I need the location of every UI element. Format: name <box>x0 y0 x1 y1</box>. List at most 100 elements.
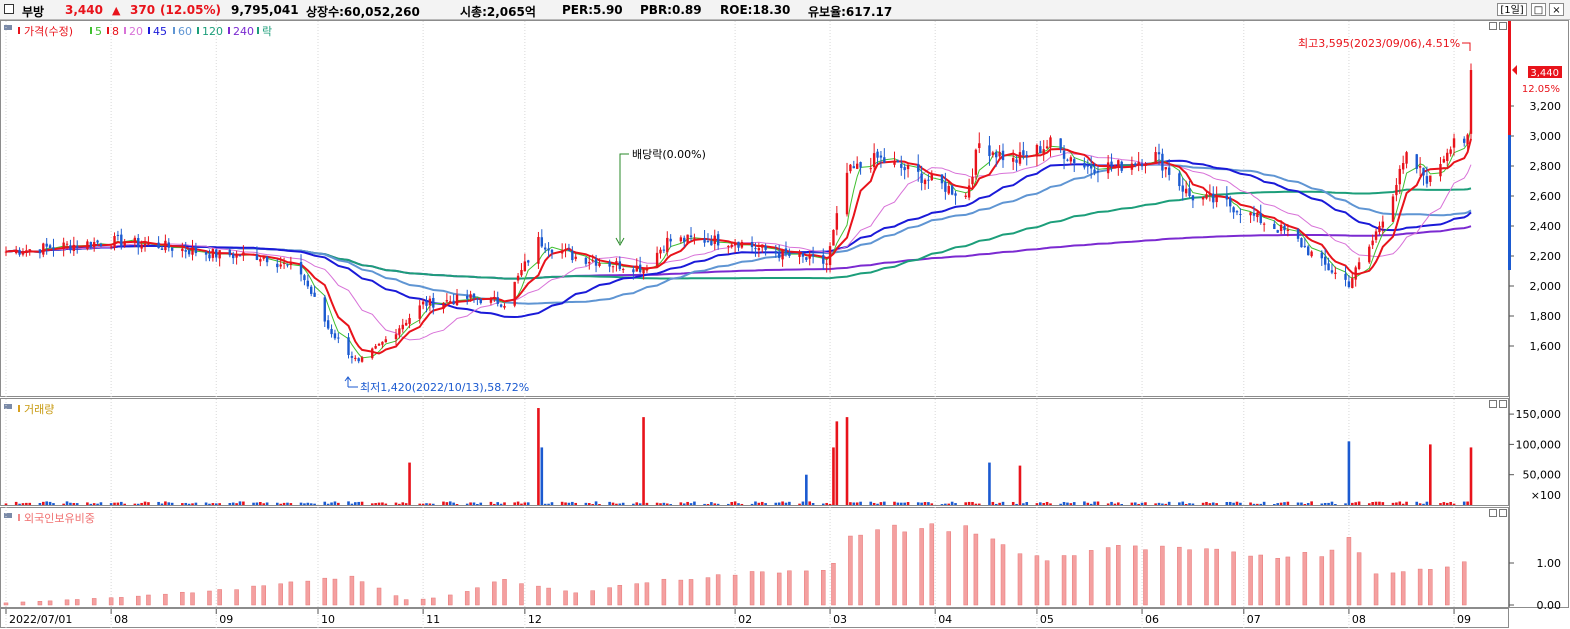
close-panel-icon[interactable] <box>1499 22 1507 30</box>
volume-bar <box>662 502 666 505</box>
candle-body <box>408 318 411 324</box>
panel-buttons[interactable] <box>1489 22 1507 517</box>
candle-body <box>598 263 601 266</box>
volume-bar <box>472 502 476 505</box>
candle-body <box>754 248 757 250</box>
candle-body <box>279 264 282 267</box>
volume-bar <box>1320 503 1324 505</box>
candle-body <box>825 263 828 265</box>
foreign-bar <box>20 601 26 606</box>
candle-body <box>96 240 99 243</box>
volume-bar <box>638 503 642 505</box>
panel-handle-icon[interactable] <box>4 25 12 30</box>
volume-bar <box>333 501 337 505</box>
ma60-marker <box>173 27 175 34</box>
volume-bar <box>499 503 503 505</box>
volume-bar <box>693 501 696 505</box>
volume-bar <box>170 502 174 505</box>
period-selector[interactable]: [1일] <box>1497 3 1527 16</box>
candle-body <box>442 302 445 309</box>
volume-bar <box>821 503 825 505</box>
volume-bar <box>1439 503 1442 505</box>
volume-panel[interactable] <box>0 398 1509 506</box>
minimize-panel-icon[interactable] <box>1489 400 1497 408</box>
foreign-bar <box>305 580 311 606</box>
ma20-marker <box>124 27 126 34</box>
price-panel[interactable] <box>0 20 1509 397</box>
candle-body <box>1212 193 1215 203</box>
volume-bar <box>1140 502 1144 505</box>
price-legend: 가격(수정) 5 8 20 45 60 120 240 락 <box>4 25 272 38</box>
candle-body <box>655 252 659 268</box>
volume-bar <box>1106 503 1110 505</box>
volume-bar <box>503 502 506 505</box>
volume-bar <box>62 503 65 505</box>
candle-body <box>371 348 374 359</box>
volume-bar <box>75 503 79 505</box>
volume-bar <box>1344 503 1347 505</box>
minimize-panel-icon[interactable] <box>1489 509 1497 517</box>
price-tick-label: 2,400 <box>1530 220 1562 233</box>
candle-body <box>872 153 876 168</box>
stock-chart[interactable]: 가격(수정) 5 8 20 45 60 120 240 락 거래량 외국인보유비… <box>0 20 1570 629</box>
value-axis <box>1509 20 1569 608</box>
candle-body <box>109 246 113 248</box>
candle-body <box>123 242 126 246</box>
candle-body <box>215 249 218 258</box>
volume-bar <box>927 502 930 505</box>
foreign-bar <box>1400 571 1406 606</box>
candle-body <box>1096 170 1100 173</box>
minimize-panel-icon[interactable] <box>1489 22 1497 30</box>
candle-body <box>733 243 737 246</box>
listed-shares: 상장수:60,052,260 <box>306 5 420 19</box>
candle-body <box>14 249 18 254</box>
volume-bar <box>899 502 903 505</box>
volume-bar <box>916 502 920 505</box>
candle-body <box>618 261 622 269</box>
volume-bar <box>859 501 862 505</box>
candle-body <box>588 261 591 264</box>
candle-body <box>1188 188 1191 197</box>
foreign-bar <box>688 579 694 606</box>
volume-bar <box>28 502 32 505</box>
candle-body <box>967 185 971 198</box>
volume-bar <box>259 501 262 505</box>
volume-bar <box>977 503 981 505</box>
close-button[interactable]: × <box>1549 3 1564 16</box>
candle-body <box>160 248 164 250</box>
volume-bar <box>123 503 126 505</box>
foreign-bar <box>1000 544 1006 606</box>
candle-body <box>811 254 815 257</box>
candle-body <box>157 242 160 249</box>
volume-bar <box>665 503 669 505</box>
volume-bar <box>689 503 693 505</box>
volume-bar <box>275 502 279 505</box>
volume-bar <box>869 501 873 505</box>
foreign-bar <box>1417 568 1423 606</box>
volume-bar <box>1211 502 1215 505</box>
foreign-bar <box>146 594 151 606</box>
foreign-bar <box>1461 561 1467 606</box>
volume-bar <box>537 408 540 505</box>
legend-ma60: 60 <box>178 25 192 38</box>
panel-handle-icon[interactable] <box>4 404 12 409</box>
panel-handle-icon[interactable] <box>4 513 12 518</box>
foreign-bar <box>180 591 185 606</box>
volume-bar <box>160 503 164 505</box>
foreign-panel[interactable] <box>0 507 1509 608</box>
ma120-marker <box>197 27 199 34</box>
foreign-bar <box>217 589 222 606</box>
select-checkbox[interactable] <box>4 4 14 14</box>
candle-body <box>713 235 716 244</box>
candle-body <box>1191 195 1195 201</box>
volume-bar <box>855 502 859 505</box>
volume-bar <box>1062 501 1066 505</box>
maximize-button[interactable]: □ <box>1531 3 1546 16</box>
close-panel-icon[interactable] <box>1499 400 1507 408</box>
volume-bar <box>764 503 767 505</box>
volume-bar <box>1181 501 1185 505</box>
volume-bar <box>1398 501 1402 505</box>
candle-body <box>1045 146 1049 149</box>
low-label: 최저1,420(2022/10/13),58.72% <box>360 381 529 394</box>
close-panel-icon[interactable] <box>1499 509 1507 517</box>
